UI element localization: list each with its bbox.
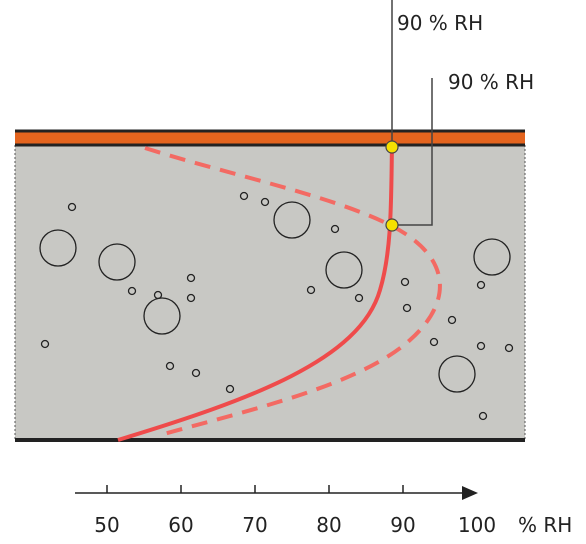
concrete-slab — [15, 145, 525, 440]
callout-label: 90 % RH — [448, 70, 534, 94]
axis-unit: % RH — [518, 513, 572, 537]
measure-point — [385, 218, 399, 232]
callout-label: 90 % RH — [397, 11, 483, 35]
tick-label: 100 — [458, 513, 496, 537]
measure-point — [385, 140, 399, 154]
top-layer — [15, 130, 525, 145]
tick-label: 80 — [316, 513, 341, 537]
tick-label: 60 — [168, 513, 193, 537]
tick-label: 70 — [242, 513, 267, 537]
pores — [39, 191, 514, 421]
tick-label: 50 — [94, 513, 119, 537]
callout-line — [392, 78, 433, 226]
rh-profile — [117, 144, 394, 442]
tick-label: 90 — [390, 513, 415, 537]
initial-rh-profile — [144, 146, 442, 437]
axis-arrow — [462, 486, 478, 500]
axis-ticks: 50 60 70 80 90 100 — [94, 485, 496, 537]
